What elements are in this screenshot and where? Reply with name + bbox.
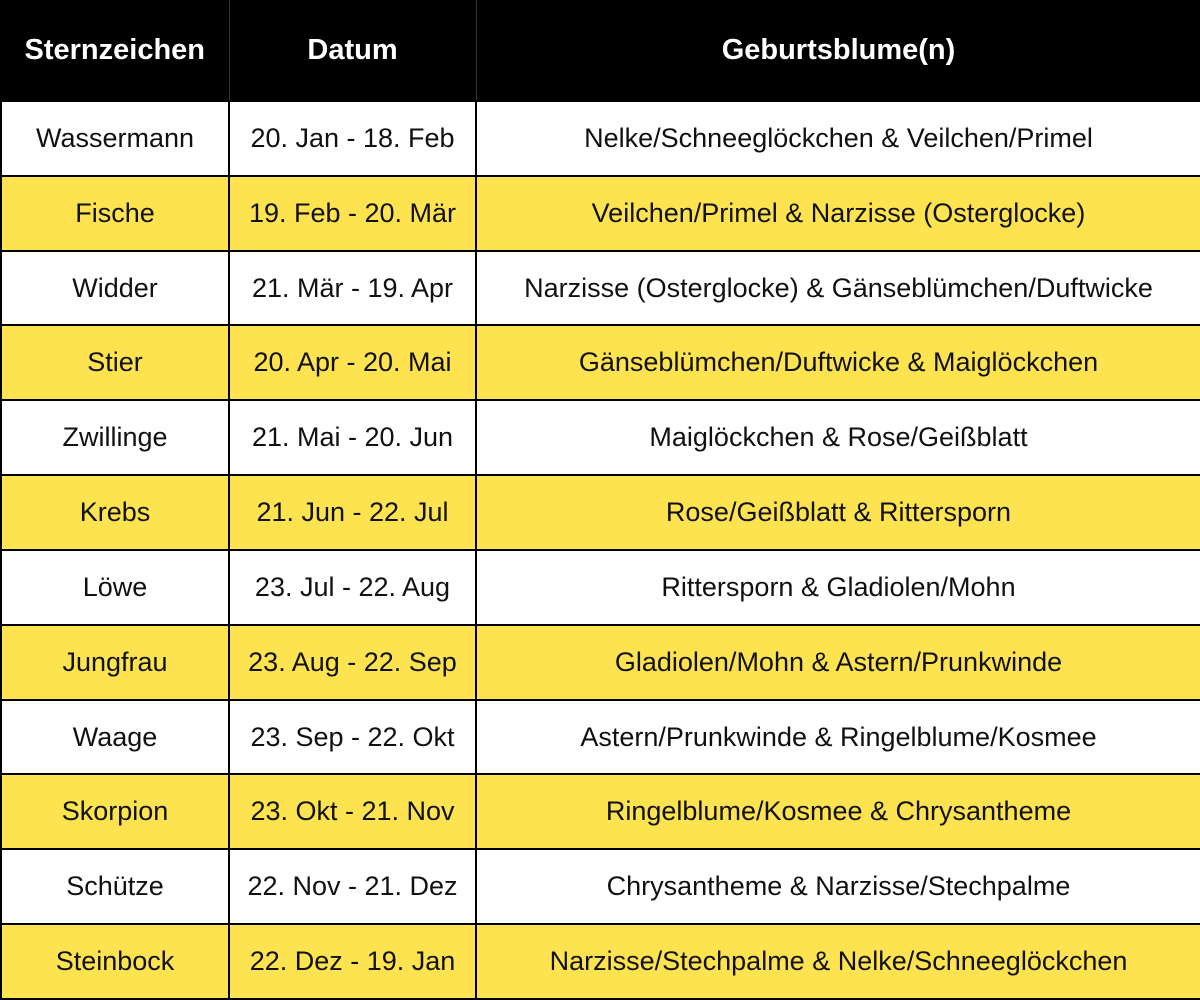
table-cell: 20. Apr - 20. Mai: [228, 324, 477, 402]
table-cell: Fische: [0, 174, 230, 252]
table-cell: Widder: [0, 249, 230, 327]
table-row: Jungfrau 23. Aug - 22. Sep Gladiolen/Mohn …: [0, 623, 1200, 701]
table-row: Stier 20. Apr - 20. Mai Gänseblümchen/Duft…: [0, 324, 1200, 402]
header-cell: Sternzeichen: [1, 0, 230, 101]
table-cell: Krebs: [0, 474, 230, 551]
table-row: Widder 21. Mär - 19. Apr Narzisse (Ostergl…: [0, 249, 1200, 327]
table-cell: Rose/Geißblatt & Rittersporn: [475, 474, 1200, 551]
table-cell: Skorpion: [0, 773, 230, 851]
table-cell: 20. Jan - 18. Feb: [228, 100, 477, 177]
table-cell: Zwillinge: [0, 399, 230, 477]
table-cell: Gladiolen/Mohn & Astern/Prunkwinde: [475, 623, 1200, 701]
table-cell: 19. Feb - 20. Mär: [228, 174, 477, 252]
table-cell: Löwe: [0, 548, 230, 626]
table-row: Waage 23. Sep - 22. Okt Astern/Prunkwinde …: [0, 698, 1200, 776]
table-row: Löwe 23. Jul - 22. Aug Rittersporn & Gladi…: [0, 548, 1200, 626]
table-row: Krebs 21. Jun - 22. Jul Rose/Geißblatt & R…: [0, 474, 1200, 551]
table-row: Steinbock 22. Dez - 19. Jan Narzisse/Stech…: [0, 923, 1200, 1000]
table-cell: Ringelblume/Kosmee & Chrysantheme: [475, 773, 1200, 851]
table-cell: Stier: [0, 324, 230, 402]
table-row: Zwillinge 21. Mai - 20. Jun Maiglöckchen &…: [0, 399, 1200, 477]
table-cell: Steinbock: [0, 923, 230, 1000]
table-cell: Rittersporn & Gladiolen/Mohn: [475, 548, 1200, 626]
table-row: Skorpion 23. Okt - 21. Nov Ringelblume/Kos…: [0, 773, 1200, 851]
table-row: Schütze 22. Nov - 21. Dez Chrysantheme & N…: [0, 848, 1200, 926]
table-body: Wassermann 20. Jan - 18. Feb Nelke/Schneeg…: [0, 100, 1200, 1000]
table-cell: 23. Aug - 22. Sep: [228, 623, 477, 701]
table-cell: Narzisse (Osterglocke) & Gänseblümchen/D…: [475, 249, 1200, 327]
table-cell: Gänseblümchen/Duftwicke & Maiglöckchen: [475, 324, 1200, 402]
table-cell: Jungfrau: [0, 623, 230, 701]
table-cell: Waage: [0, 698, 230, 776]
table-cell: Nelke/Schneeglöckchen & Veilchen/Primel: [475, 100, 1200, 177]
table-cell: 23. Okt - 21. Nov: [228, 773, 477, 851]
table-cell: Schütze: [0, 848, 230, 926]
header-row: Sternzeichen Datum Geburtsblume(n): [1, 0, 1200, 101]
table-cell: 21. Mär - 19. Apr: [228, 249, 477, 327]
table-cell: 22. Nov - 21. Dez: [228, 848, 477, 926]
table-row: Fische 19. Feb - 20. Mär Veilchen/Primel &…: [0, 174, 1200, 252]
header-cell: Geburtsblume(n): [476, 0, 1200, 101]
table-cell: Narzisse/Stechpalme & Nelke/Schneeglöckc…: [475, 923, 1200, 1000]
table-row: Wassermann 20. Jan - 18. Feb Nelke/Schneeg…: [0, 100, 1200, 177]
table-cell: Chrysantheme & Narzisse/Stechpalme: [475, 848, 1200, 926]
header-cell: Datum: [229, 0, 477, 101]
table-cell: Wassermann: [0, 100, 230, 177]
table-cell: 21. Jun - 22. Jul: [228, 474, 477, 551]
table-cell: 23. Sep - 22. Okt: [228, 698, 477, 776]
table-cell: 21. Mai - 20. Jun: [228, 399, 477, 477]
table-cell: 22. Dez - 19. Jan: [228, 923, 477, 1000]
table-cell: 23. Jul - 22. Aug: [228, 548, 477, 626]
table-cell: Astern/Prunkwinde & Ringelblume/Kosmee: [475, 698, 1200, 776]
table-cell: Maiglöckchen & Rose/Geißblatt: [475, 399, 1200, 477]
table-cell: Veilchen/Primel & Narzisse (Osterglocke): [475, 174, 1200, 252]
